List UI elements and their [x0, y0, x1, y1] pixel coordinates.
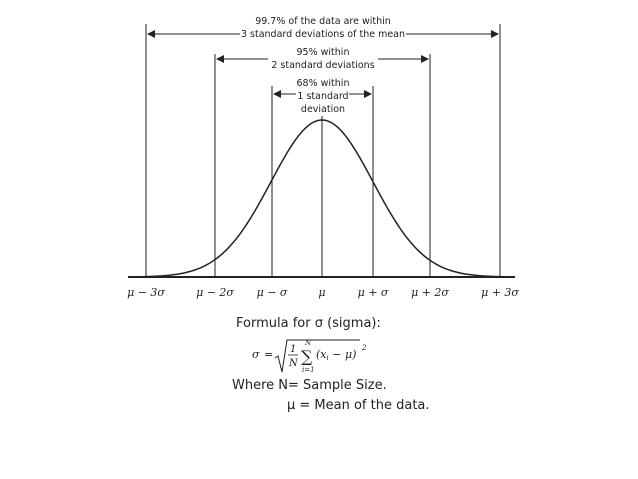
sigma-formula: σ = 1 N N ∑ i=1 (xi − μ) 2 — [252, 339, 367, 374]
formula-numerator: 1 — [290, 344, 296, 355]
tick-label-minus-2sd: μ − 2σ — [196, 286, 234, 299]
note-sample-size: Where N= Sample Size. — [232, 378, 387, 393]
tick-label-plus-3sd: μ + 3σ — [481, 286, 519, 299]
formula-sigma: σ — [252, 348, 260, 361]
tick-label-minus-3sd: μ − 3σ — [127, 286, 165, 299]
annotation-1sd-line1: 68% within — [297, 78, 350, 89]
tick-label-mean: μ — [318, 286, 325, 299]
formula-equals: = — [264, 348, 273, 361]
annotation-3sd-line2: 3 standard deviations of the mean — [241, 29, 405, 40]
annotation-1sd-line3: deviation — [301, 104, 345, 115]
formula-exponent: 2 — [361, 344, 367, 352]
formula-sum-lower: i=1 — [302, 366, 315, 374]
formula-sum-symbol: ∑ — [301, 347, 313, 366]
axis-labels: μ − 3σ μ − 2σ μ − σ μ μ + σ μ + 2σ μ + 3… — [127, 286, 519, 299]
annotation-2sd-line2: 2 standard deviations — [271, 60, 374, 71]
radical-sign — [274, 339, 360, 373]
note-mean: μ = Mean of the data. — [287, 398, 430, 413]
formula-sum-upper: N — [304, 339, 312, 347]
tick-label-plus-1sd: μ + σ — [358, 286, 389, 299]
tick-label-plus-2sd: μ + 2σ — [411, 286, 449, 299]
annotation-1sd-line2: 1 standard — [297, 91, 348, 102]
annotation-3sd-line1: 99.7% of the data are within — [255, 16, 391, 27]
formula-label: Formula for σ (sigma): — [236, 316, 381, 331]
bell-curve — [131, 119, 513, 278]
formula-denominator: N — [288, 358, 299, 369]
annotation-2sd-line1: 95% within — [297, 47, 350, 58]
normal-distribution-diagram: 99.7% of the data are within 3 standard … — [127, 16, 520, 299]
formula-term: (xi − μ) — [316, 348, 356, 362]
tick-label-minus-1sd: μ − σ — [257, 286, 288, 299]
